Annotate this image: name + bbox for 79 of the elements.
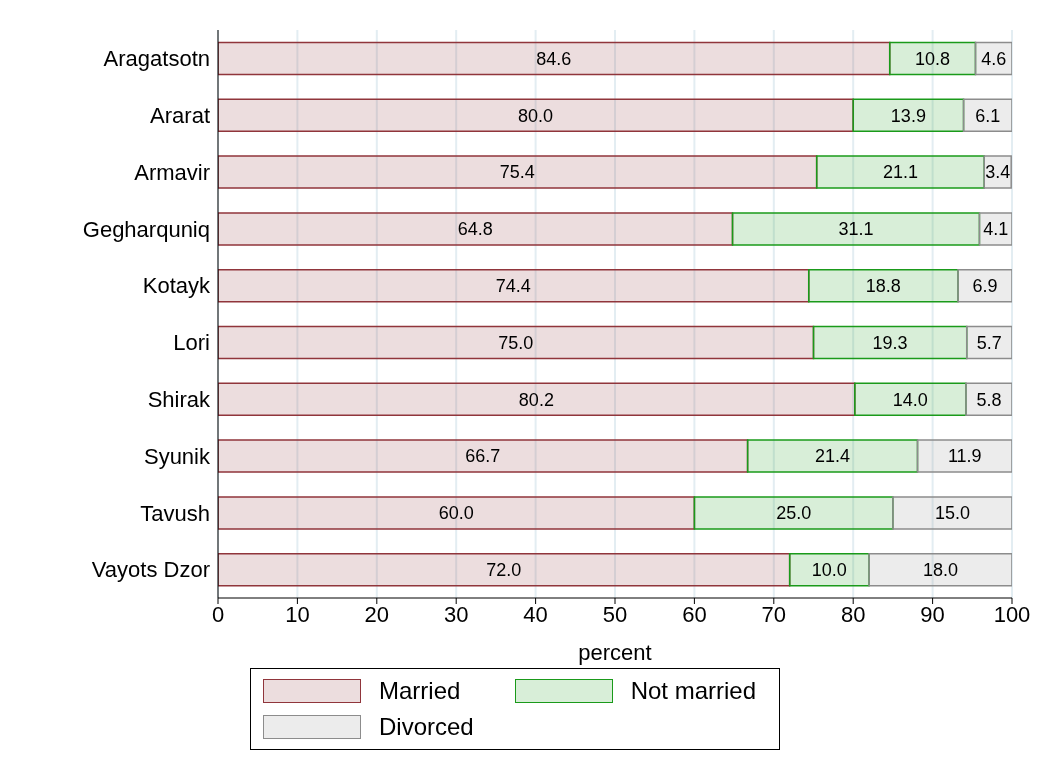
bar	[218, 41, 891, 76]
bar	[218, 212, 734, 246]
legend-label: Divorced	[379, 713, 474, 741]
data-label: 6.1	[975, 105, 1001, 126]
bar	[693, 496, 894, 530]
legend-label: Married	[379, 677, 461, 705]
y-tick-label: Lori	[173, 330, 210, 356]
data-label: 75.0	[498, 332, 534, 353]
data-label: 13.9	[890, 105, 926, 126]
data-label: 6.9	[972, 276, 998, 297]
bar	[218, 325, 815, 360]
data-label: 4.1	[983, 219, 1009, 240]
x-tick-label: 20	[364, 601, 390, 627]
data-label: 64.8	[457, 219, 493, 240]
x-tick-label: 100	[993, 601, 1031, 627]
data-label: 80.2	[518, 389, 554, 410]
y-tick-label: Tavush	[140, 500, 210, 526]
bar	[218, 552, 791, 587]
data-label: 60.0	[438, 503, 474, 524]
data-label: 10.0	[811, 560, 847, 581]
data-label: 21.4	[815, 446, 851, 467]
bar	[218, 155, 818, 189]
x-tick-label: 70	[761, 601, 787, 627]
bar	[965, 325, 1012, 360]
data-label: 18.8	[865, 276, 901, 297]
data-label: 80.0	[518, 105, 554, 126]
bar	[815, 155, 985, 189]
data-label: 4.6	[981, 48, 1007, 69]
x-tick-label: 10	[285, 601, 310, 627]
x-tick-label: 30	[443, 601, 469, 627]
bar	[218, 98, 854, 133]
bar	[218, 439, 749, 473]
legend-label: Not married	[630, 677, 757, 705]
data-label: 10.8	[915, 48, 951, 69]
y-tick-label: Syunik	[143, 443, 211, 469]
bar	[807, 268, 959, 303]
bar	[852, 98, 965, 133]
y-tick-label: Aragatsotn	[103, 46, 210, 72]
bar	[892, 496, 1012, 530]
x-tick-label: 0	[211, 601, 225, 627]
data-label: 15.0	[934, 503, 970, 524]
bar	[218, 382, 856, 417]
bar	[812, 325, 968, 360]
bar	[746, 439, 919, 473]
data-label: 18.0	[923, 560, 959, 581]
y-tick-label: Vayots Dzor	[91, 557, 210, 583]
y-tick-label: Shirak	[147, 387, 211, 413]
bar	[916, 439, 1012, 473]
x-tick-label: 60	[682, 601, 707, 627]
x-tick-label: 90	[920, 601, 945, 627]
data-label: 72.0	[486, 560, 522, 581]
bar	[218, 268, 810, 303]
x-axis-title: percent	[578, 640, 652, 665]
x-tick-label: 40	[523, 601, 548, 627]
data-label: 5.7	[976, 332, 1002, 353]
data-label: 11.9	[947, 446, 982, 467]
y-tick-label: Kotayk	[142, 273, 211, 299]
data-label: 31.1	[838, 219, 874, 240]
bar	[218, 496, 696, 530]
data-label: 84.6	[536, 48, 572, 69]
bar	[868, 552, 1012, 587]
data-label: 21.1	[882, 162, 918, 183]
bar	[962, 98, 1012, 133]
data-label: 74.4	[495, 276, 531, 297]
data-label: 3.4	[985, 162, 1011, 183]
y-tick-label: Ararat	[150, 103, 210, 129]
bar	[854, 382, 967, 417]
x-tick-label: 50	[602, 601, 628, 627]
data-label: 14.0	[892, 389, 928, 410]
data-label: 19.3	[872, 332, 908, 353]
y-tick-label: Armavir	[134, 159, 210, 185]
data-label: 25.0	[776, 503, 812, 524]
data-label: 75.4	[499, 162, 535, 183]
x-tick-label: 80	[840, 601, 866, 627]
data-label: 5.8	[976, 389, 1002, 410]
bar	[731, 212, 981, 246]
y-tick-label: Gegharquniq	[82, 216, 210, 242]
data-label: 66.7	[465, 446, 501, 467]
bar	[957, 268, 1012, 303]
